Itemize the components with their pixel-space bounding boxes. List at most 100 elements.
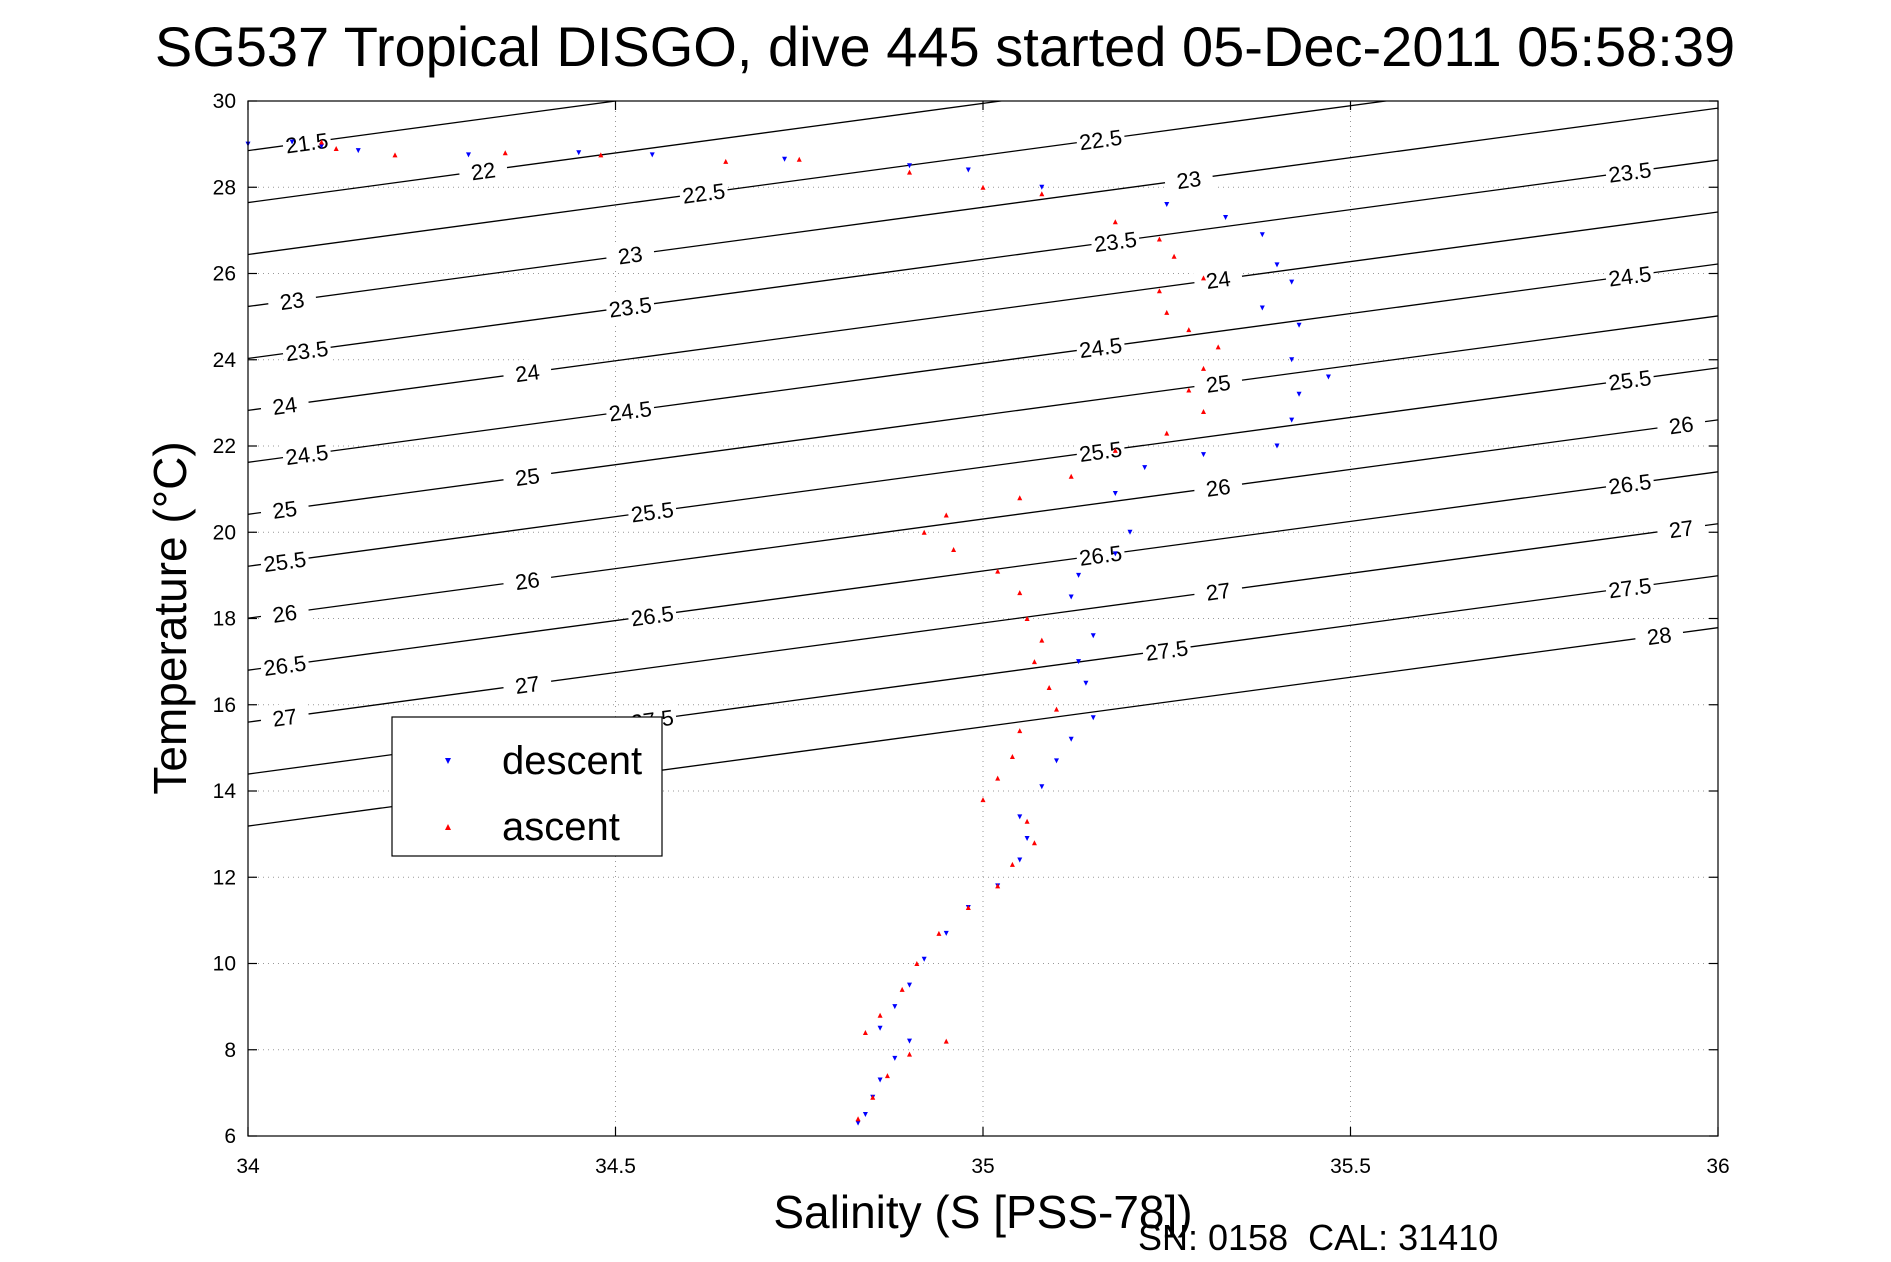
y-tick-label: 30: [213, 90, 236, 113]
ascent-point: [1201, 365, 1206, 371]
contour-label-bg: [259, 649, 311, 682]
contour-label: 25: [1204, 370, 1232, 398]
isopycnal-line: [248, 419, 1718, 619]
footer-serial-cal: SN: 0158 CAL: 31410: [1138, 1217, 1498, 1258]
descent-point: [907, 163, 912, 169]
contour-label: 26.5: [1607, 469, 1653, 500]
ascent-point: [1017, 590, 1023, 596]
series-ascent: [319, 139, 1221, 1122]
ascent-point: [907, 169, 912, 175]
contour-label-bg: [1075, 539, 1127, 572]
descent-point: [649, 152, 655, 158]
contour-label: 24.5: [1078, 333, 1124, 364]
contour-label-bg: [1192, 471, 1244, 504]
ascent-point: [1156, 236, 1162, 242]
descent-point: [921, 956, 927, 962]
contour-label-bg: [1604, 571, 1656, 604]
contour-label-bg: [1075, 123, 1127, 156]
contour-label: 26: [271, 600, 299, 628]
isopycnal-line: [248, 101, 621, 152]
contour-label: 22.5: [1078, 125, 1124, 156]
contour-label-bg: [1192, 367, 1244, 400]
isopycnal-line: [248, 101, 1391, 256]
descent-point: [943, 930, 949, 936]
isopycnal-line: [248, 523, 1718, 723]
isopycnal-line: [248, 471, 1718, 671]
contour-label: 23: [278, 287, 306, 315]
contour-label-bg: [1192, 575, 1244, 608]
ascent-point: [1031, 840, 1037, 846]
ascent-point: [1164, 309, 1170, 315]
ascent-point: [1024, 818, 1030, 824]
descent-point: [1289, 279, 1295, 285]
ascent-point: [1009, 861, 1015, 867]
descent-point: [319, 143, 324, 149]
ascent-point: [1017, 728, 1023, 734]
contour-label: 26: [1204, 474, 1232, 502]
x-tick-label: 35.5: [1330, 1155, 1371, 1178]
contour-label-bg: [1604, 363, 1656, 396]
contour-label: 23.5: [1092, 227, 1138, 258]
ascent-point: [980, 184, 986, 190]
data-points: [245, 139, 1331, 1126]
descent-point: [1076, 659, 1082, 665]
contour-label: 25: [271, 496, 299, 524]
descent-point: [907, 1038, 912, 1044]
ascent-point: [914, 961, 920, 966]
descent-point: [1054, 758, 1059, 764]
descent-point: [1259, 305, 1265, 311]
ascent-point: [951, 547, 957, 552]
descent-point: [1259, 232, 1265, 238]
series-descent: [245, 139, 1331, 1126]
contour-label: 23: [1175, 166, 1203, 194]
contour-label-bg: [501, 460, 553, 493]
ascent-point: [936, 930, 942, 936]
ascent-point: [1017, 495, 1023, 501]
ascent-point: [502, 150, 508, 156]
ascent-point: [598, 152, 604, 158]
contour-label: 23.5: [607, 292, 653, 323]
descent-point: [466, 152, 471, 158]
ascent-point: [870, 1094, 876, 1100]
ascent-point: [333, 145, 339, 151]
contour-label: 27: [514, 671, 542, 699]
descent-point: [576, 150, 582, 156]
descent-point: [355, 148, 361, 154]
descent-point: [1223, 214, 1229, 220]
descent-point: [1083, 680, 1089, 686]
descent-point: [1112, 490, 1118, 496]
contour-label-bg: [281, 126, 333, 159]
contour-label-bg: [259, 545, 311, 578]
x-tick-label: 36: [1706, 1155, 1729, 1178]
y-tick-label: 6: [224, 1125, 236, 1148]
grid: [248, 101, 1718, 1136]
descent-point: [892, 1004, 898, 1010]
contour-label-bg: [1604, 467, 1656, 500]
isopycnal-line: [248, 263, 1718, 463]
x-axis-label: Salinity (S [PSS-78]): [773, 1186, 1192, 1238]
contour-label: 25.5: [262, 547, 308, 578]
ascent-point: [1054, 706, 1059, 712]
contour-label-bg: [281, 438, 333, 471]
contour-label: 24.5: [1607, 261, 1653, 292]
ascent-point: [1171, 253, 1177, 259]
ascent-point: [723, 158, 729, 164]
contour-label-bg: [259, 701, 311, 734]
y-tick-label: 16: [213, 694, 236, 717]
isopycnal-line: [248, 159, 1718, 360]
y-tick-label: 20: [213, 521, 236, 544]
ascent-point: [1156, 288, 1162, 294]
contour-label: 24.5: [284, 440, 330, 471]
contour-label-bg: [604, 290, 656, 323]
ascent-point: [1215, 344, 1221, 350]
contour-label: 26.5: [629, 601, 675, 632]
y-tick-label: 28: [213, 176, 236, 199]
contour-label: 25.5: [1607, 365, 1653, 396]
ascent-point: [796, 156, 802, 162]
contour-label: 27.5: [1607, 573, 1653, 604]
ascent-point: [1046, 685, 1052, 690]
x-tick-label: 35: [971, 1155, 994, 1178]
contour-label-bg: [626, 495, 678, 528]
descent-point: [782, 156, 788, 162]
contour-label-bg: [259, 389, 311, 422]
